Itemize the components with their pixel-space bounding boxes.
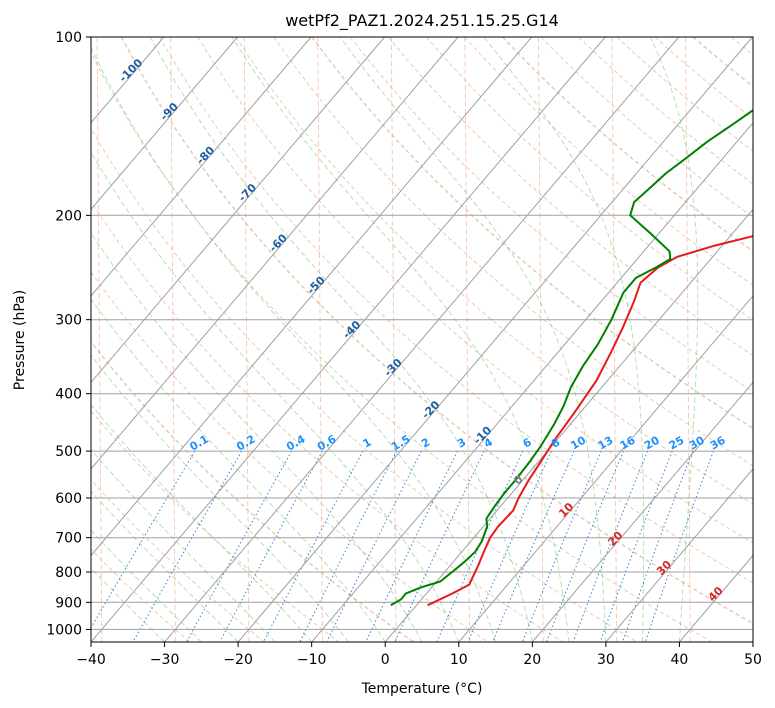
x-axis-title: Temperature (°C) <box>361 681 483 697</box>
x-tick-label: 30 <box>597 652 615 668</box>
mixing-ratio-line <box>299 450 398 642</box>
isotherm-grid-line <box>605 468 753 642</box>
y-tick-label: 200 <box>55 208 82 224</box>
y-tick-label: 300 <box>55 313 82 329</box>
mixing-ratio-line <box>326 450 422 642</box>
temperature-guide-line <box>538 37 544 642</box>
mixing-ratio-line <box>219 450 323 642</box>
y-axis: 100 200 300 400 500 600 700 800 900 1000 <box>46 30 91 638</box>
isotherm-grid-line <box>91 37 238 211</box>
moist-adiabat <box>91 567 165 642</box>
isotherm-grid-line <box>384 208 753 642</box>
moist-adiabat <box>149 37 533 642</box>
y-tick-label: 500 <box>55 444 82 460</box>
dry-adiabat <box>91 479 265 642</box>
plot-frame <box>90 36 754 643</box>
isotherm-grid-line <box>91 37 385 384</box>
x-tick-label: 40 <box>670 652 688 668</box>
y-tick-label: 100 <box>55 30 82 46</box>
mixing-ratio-line <box>394 450 485 642</box>
isotherm-grid-line <box>91 37 533 557</box>
mixing-ratio-line <box>622 450 694 642</box>
x-tick-label: −40 <box>76 652 106 668</box>
temperature-guide-line <box>464 37 471 642</box>
moist-adiabat <box>483 37 645 642</box>
isotherm-grid-line <box>237 37 753 642</box>
y-tick-label: 900 <box>55 595 82 611</box>
y-tick-label: 800 <box>55 565 82 581</box>
dry-adiabat <box>235 37 753 505</box>
temperature-guide-line <box>243 37 250 642</box>
x-tick-label: 20 <box>523 652 541 668</box>
x-tick-label: −30 <box>150 652 180 668</box>
y-axis-title: Pressure (hPa) <box>12 290 28 390</box>
isotherm-grid-line <box>91 37 459 470</box>
profile-lines <box>390 109 753 607</box>
isotherm-grid-line <box>91 37 312 297</box>
dewpoint-line <box>390 109 753 607</box>
moist-adiabat <box>91 354 349 642</box>
mixing-ratio-line <box>91 450 196 629</box>
chart-title: wetPf2_PAZ1.2024.251.15.25.G14 <box>285 11 559 31</box>
grid-lines <box>91 37 753 642</box>
moist-adiabat <box>649 37 699 642</box>
y-tick-label: 1000 <box>46 622 82 638</box>
x-tick-label: −10 <box>297 652 327 668</box>
x-tick-label: 10 <box>450 652 468 668</box>
isotherm-grid-line <box>458 295 753 642</box>
x-axis: −40 −30 −20 −10 0 10 20 30 40 50 <box>76 642 762 668</box>
dry-adiabat <box>159 37 753 584</box>
dry-adiabat <box>91 200 564 642</box>
moist-adiabat <box>231 37 570 642</box>
y-tick-label: 600 <box>55 491 82 507</box>
temperature-guide-line <box>96 37 103 642</box>
mixing-ratio-line <box>521 450 602 642</box>
x-tick-label: −20 <box>223 652 253 668</box>
dry-adiabat <box>387 37 753 357</box>
mixing-ratio-line <box>599 450 673 642</box>
isotherm-grid-line <box>531 381 753 642</box>
moist-adiabat <box>339 37 607 642</box>
x-tick-label: 0 <box>381 652 390 668</box>
temperature-guide-line <box>170 37 176 642</box>
y-tick-label: 400 <box>55 387 82 403</box>
temperature-guide-line <box>390 37 397 642</box>
isotherm-grid-line <box>91 37 606 642</box>
dry-adiabat <box>349 37 753 393</box>
temperature-line <box>427 235 753 607</box>
y-tick-label: 700 <box>55 531 82 547</box>
dry-adiabat <box>197 37 753 544</box>
moist-adiabat <box>91 151 460 642</box>
isotherm-grid-line <box>164 37 680 642</box>
temperature-guide-line <box>611 37 618 642</box>
temperature-guide-line <box>685 37 691 642</box>
mixing-ratio-line <box>644 450 714 642</box>
isotherm-grid-line <box>311 122 753 642</box>
dry-adiabat <box>120 37 753 625</box>
temperature-guide-line <box>317 37 323 642</box>
x-tick-label: 50 <box>744 652 762 668</box>
moist-adiabat <box>91 490 239 642</box>
moist-adiabat <box>91 298 386 642</box>
